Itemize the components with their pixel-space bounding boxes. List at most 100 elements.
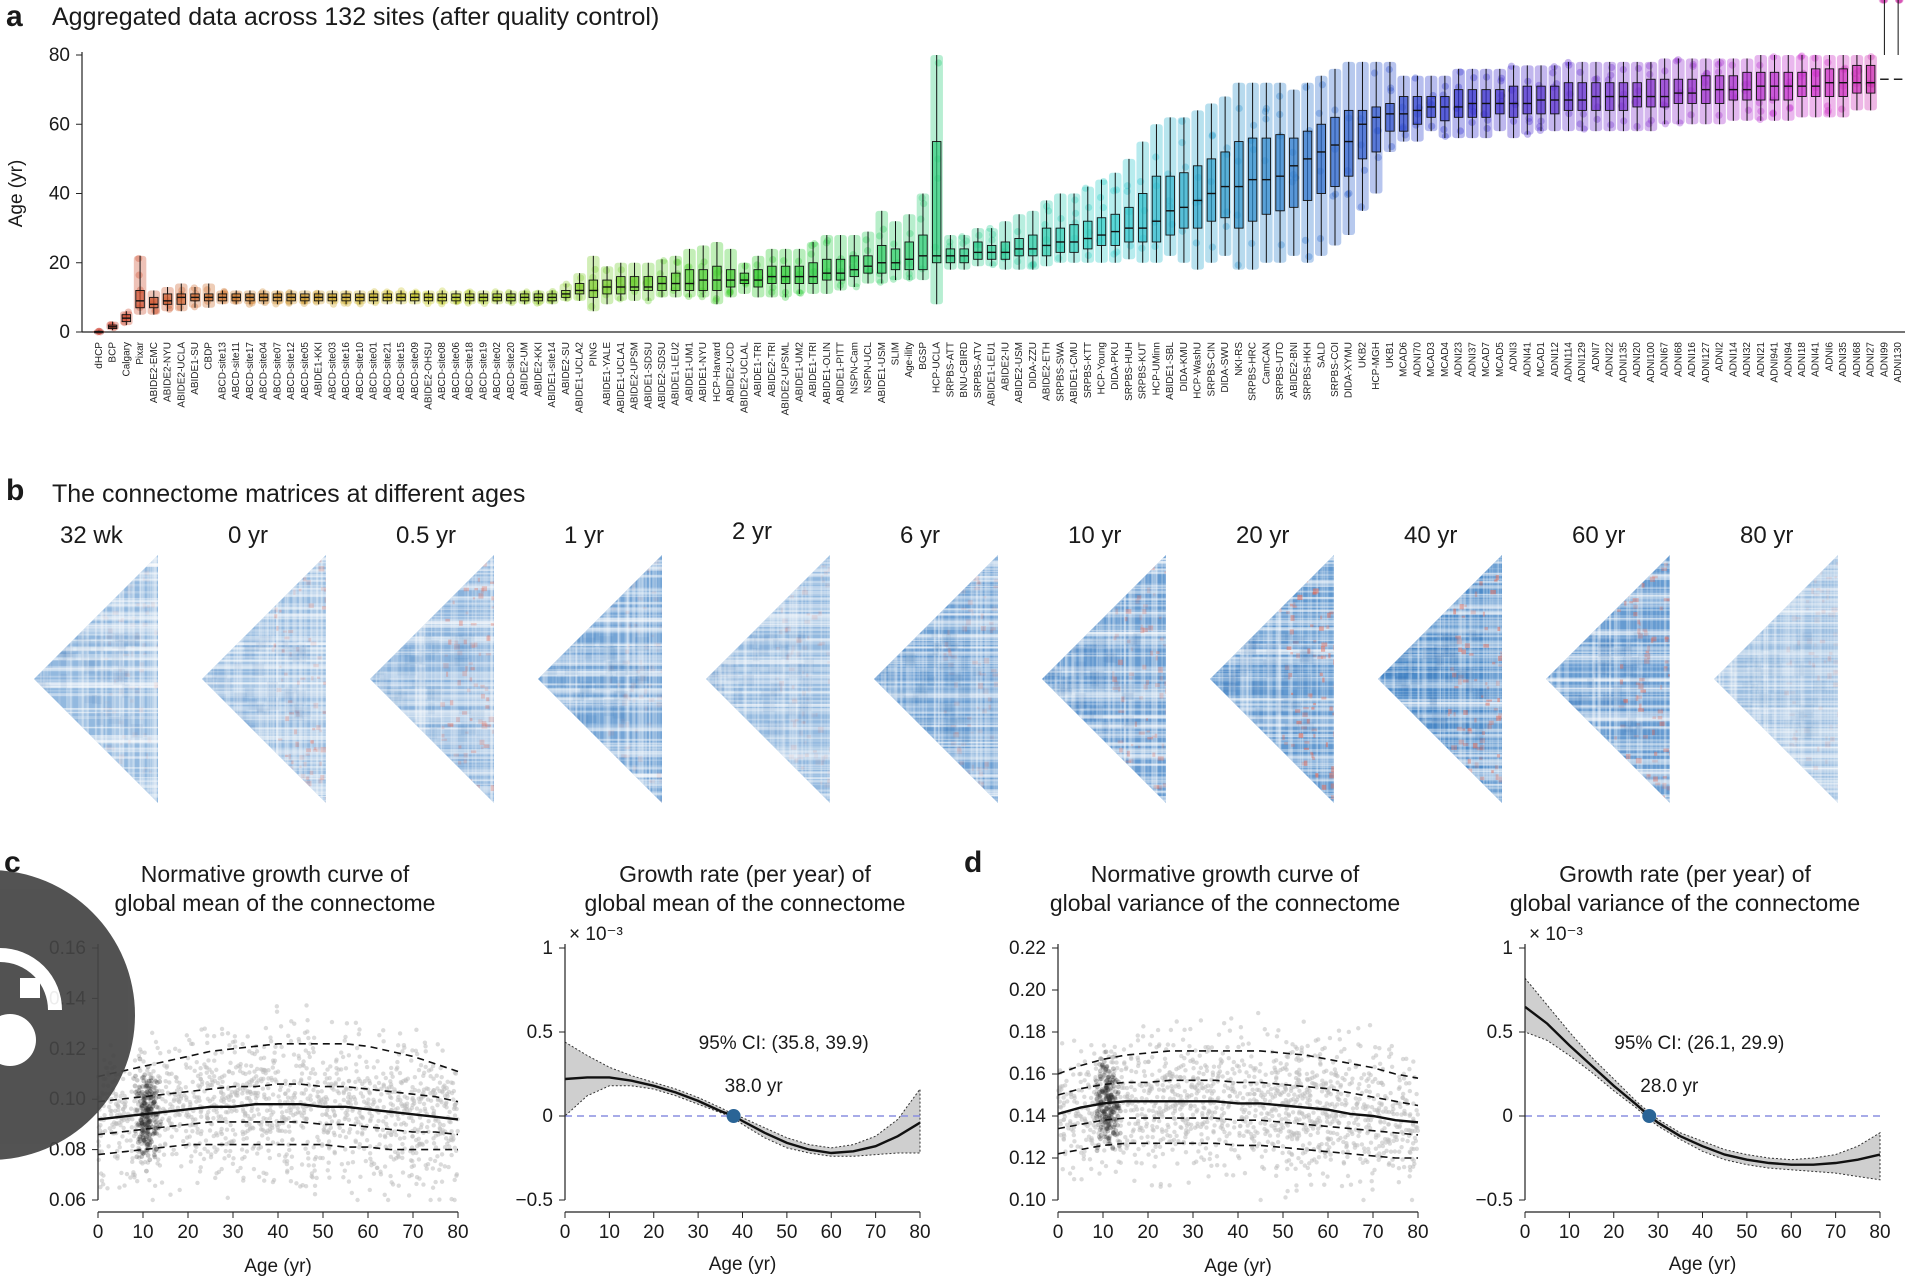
matrix-dark-patch bbox=[112, 633, 126, 649]
matrix-red-patch bbox=[295, 799, 300, 803]
matrix-stripe bbox=[538, 690, 662, 692]
matrix-stripe bbox=[1049, 555, 1052, 803]
matrix-stripe bbox=[1714, 659, 1838, 662]
matrix-stripe bbox=[889, 555, 892, 803]
matrix-red-patch bbox=[1163, 644, 1166, 647]
matrix-stripe bbox=[973, 555, 975, 803]
matrix-red-patch bbox=[1639, 556, 1644, 560]
matrix-stripe bbox=[202, 801, 326, 803]
matrix-red-patch bbox=[320, 587, 326, 591]
matrix-red-patch bbox=[1638, 622, 1641, 627]
panel-a-letter: a bbox=[6, 0, 23, 33]
matrix-stripe bbox=[1546, 705, 1670, 708]
site-label: ABCD-site04 bbox=[259, 342, 270, 400]
matrix-stripe bbox=[1714, 684, 1838, 688]
matrix-red-patch bbox=[951, 655, 958, 659]
matrix-red-patch bbox=[801, 590, 808, 595]
matrix-stripe bbox=[400, 555, 404, 803]
matrix-stripe bbox=[81, 555, 85, 803]
matrix-stripe bbox=[1042, 557, 1166, 561]
site-label: ABIDE1-KKI bbox=[314, 342, 325, 397]
matrix-red-patch bbox=[621, 718, 625, 723]
matrix-stripe bbox=[706, 703, 830, 707]
matrix-stripe bbox=[202, 622, 326, 624]
matrix-stripe bbox=[1817, 555, 1819, 803]
matrix-stripe bbox=[874, 724, 998, 727]
matrix-dark-patch bbox=[1449, 652, 1459, 666]
matrix-red-patch bbox=[984, 761, 989, 767]
matrix-stripe bbox=[202, 557, 326, 560]
matrix-stripe bbox=[706, 659, 830, 663]
matrix-stripe bbox=[1546, 632, 1670, 636]
matrix-red-patch bbox=[779, 629, 783, 635]
matrix-red-patch bbox=[454, 640, 459, 645]
matrix-dark-patch bbox=[1751, 684, 1759, 691]
matrix-stripe bbox=[918, 555, 921, 803]
matrix-red-patch bbox=[982, 767, 989, 770]
matrix-stripe bbox=[1721, 555, 1725, 803]
matrix-stripe bbox=[1378, 718, 1502, 722]
matrix-stripe bbox=[1210, 634, 1334, 637]
matrix-dark-patch bbox=[371, 665, 385, 676]
matrix-red-patch bbox=[1142, 627, 1148, 633]
matrix-stripe bbox=[1210, 698, 1334, 700]
matrix-stripe bbox=[1758, 555, 1761, 803]
matrix-stripe bbox=[1718, 555, 1721, 803]
site-label: ABIDE1-UCLA2 bbox=[575, 342, 586, 414]
matrix-stripe bbox=[202, 569, 326, 572]
matrix-stripe bbox=[1096, 555, 1099, 803]
matrix-red-patch bbox=[1141, 786, 1144, 792]
matrix-stripe bbox=[1042, 716, 1166, 718]
matrix-stripe bbox=[127, 555, 131, 803]
matrix-stripe bbox=[652, 555, 655, 803]
matrix-red-patch bbox=[821, 760, 824, 766]
matrix-red-patch bbox=[486, 635, 491, 642]
matrix-stripe bbox=[538, 567, 662, 570]
matrix-stripe bbox=[1627, 555, 1630, 803]
matrix-stripe bbox=[1378, 619, 1502, 622]
matrix-stripe bbox=[370, 619, 494, 622]
matrix-stripe bbox=[605, 555, 608, 803]
matrix-stripe bbox=[1042, 646, 1166, 649]
matrix-stripe bbox=[596, 555, 598, 803]
matrix-dark-patch bbox=[1292, 636, 1305, 643]
matrix-cells bbox=[34, 555, 158, 803]
matrix-red-patch bbox=[479, 739, 485, 745]
matrix-stripe bbox=[706, 802, 830, 803]
matrix-red-patch bbox=[107, 774, 111, 779]
matrix-stripe bbox=[1546, 679, 1670, 682]
site-point bbox=[1331, 190, 1340, 198]
matrix-red-patch bbox=[1643, 793, 1650, 799]
matrix-stripe bbox=[828, 555, 830, 803]
matrix-stripe bbox=[442, 555, 445, 803]
matrix-stripe bbox=[34, 726, 158, 728]
matrix-stripe bbox=[1546, 715, 1670, 717]
matrix-stripe bbox=[874, 568, 998, 570]
matrix-stripe bbox=[424, 555, 427, 803]
matrix-stripe bbox=[370, 731, 494, 734]
matrix-stripe bbox=[1546, 564, 1670, 568]
site-box bbox=[1289, 137, 1299, 208]
matrix-stripe bbox=[1042, 735, 1166, 739]
site-box bbox=[684, 269, 695, 291]
matrix-stripe bbox=[1609, 555, 1611, 803]
matrix-stripe bbox=[370, 736, 494, 740]
matrix-stripe bbox=[1246, 555, 1249, 803]
matrix-stripe bbox=[292, 555, 295, 803]
matrix-stripe bbox=[1210, 766, 1334, 769]
matrix-dark-patch bbox=[945, 673, 961, 687]
matrix-red-patch bbox=[1479, 756, 1483, 761]
matrix-stripe bbox=[202, 557, 326, 561]
site-label: SRPBS-CIN bbox=[1206, 342, 1217, 396]
matrix-red-patch bbox=[1457, 674, 1464, 679]
matrix-red-patch bbox=[1624, 593, 1627, 599]
matrix-stripe bbox=[479, 555, 482, 803]
matrix-red-patch bbox=[1652, 716, 1657, 720]
matrix-stripe bbox=[34, 557, 158, 559]
matrix-stripe bbox=[824, 555, 826, 803]
matrix-stripe bbox=[1379, 555, 1382, 803]
matrix-stripe bbox=[606, 555, 609, 803]
matrix-stripe bbox=[706, 662, 830, 665]
matrix-stripe bbox=[1210, 605, 1334, 608]
matrix-red-patch bbox=[323, 588, 326, 592]
